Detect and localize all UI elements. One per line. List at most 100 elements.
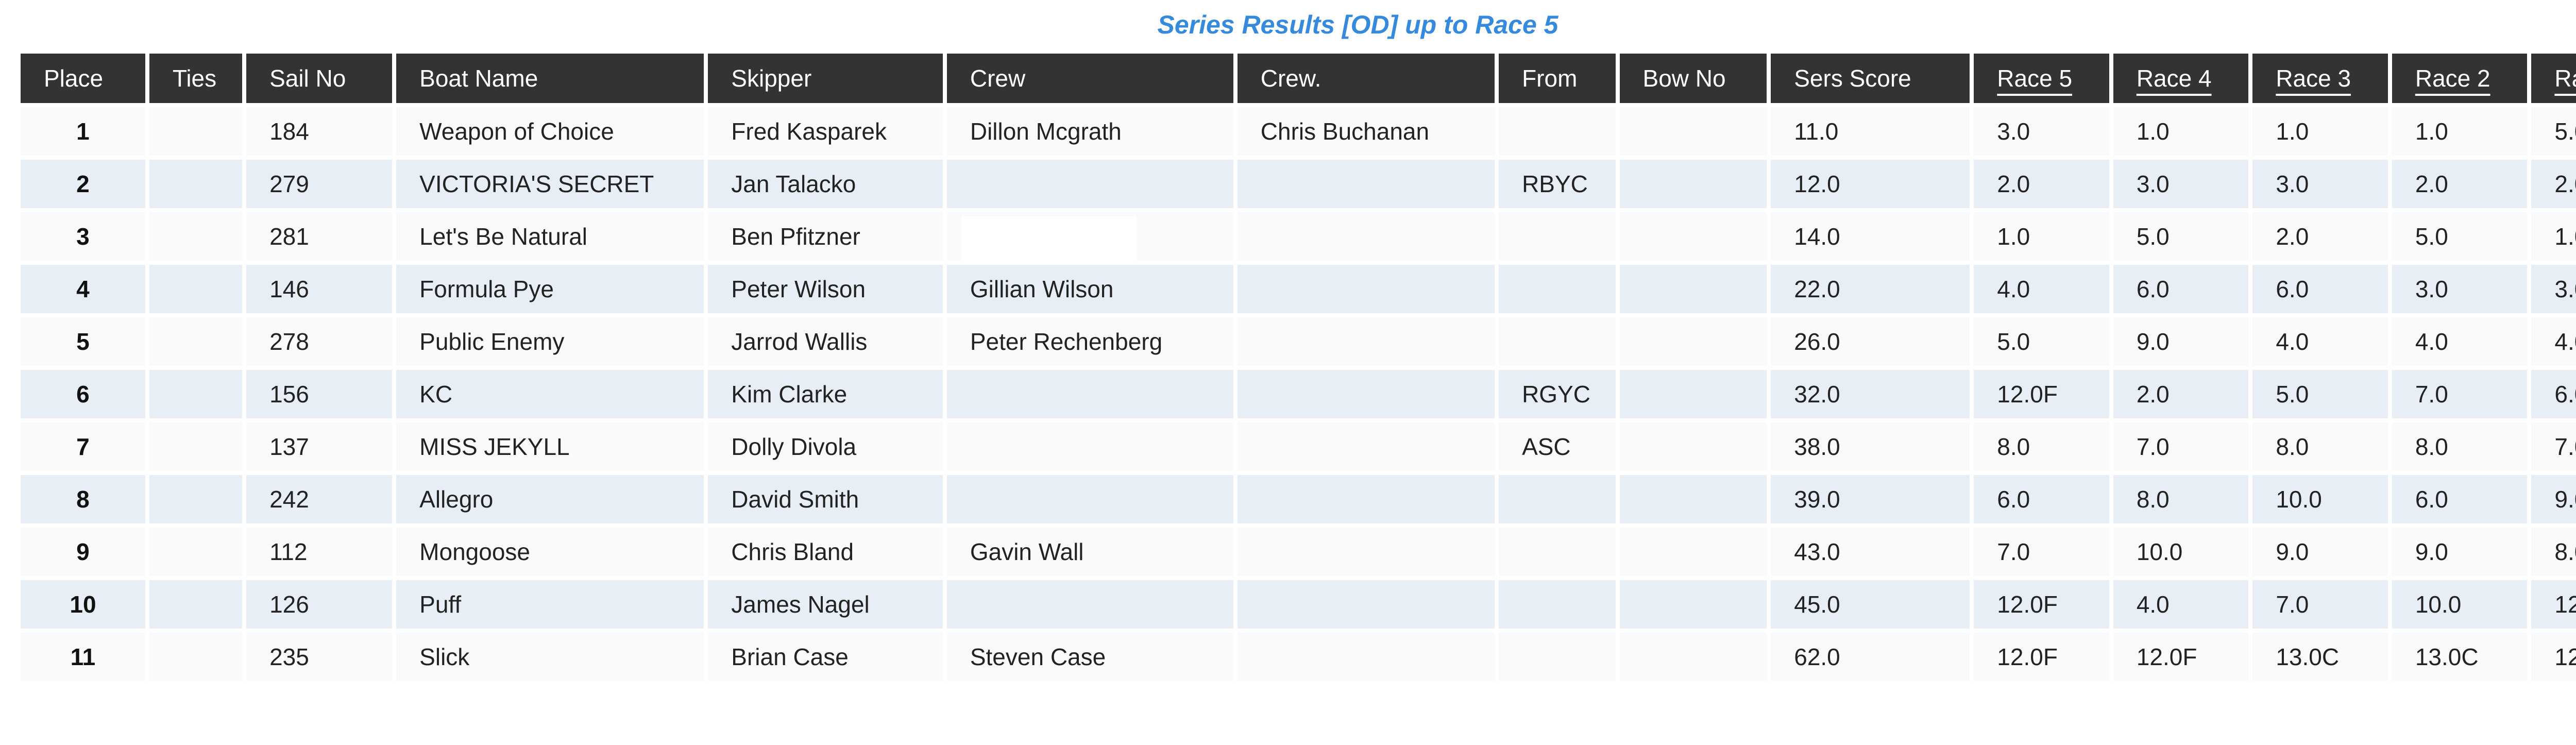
cell-race5: 12.0F — [1974, 370, 2109, 418]
column-header-sers_score: Sers Score — [1771, 54, 1970, 103]
column-header-place: Place — [21, 54, 145, 103]
cell-race5: 7.0 — [1974, 528, 2109, 576]
header-label-crew2: Crew. — [1260, 65, 1321, 92]
cell-boat_name: Mongoose — [396, 528, 704, 576]
cell-boat_name: KC — [396, 370, 704, 418]
cell-crew — [946, 580, 1233, 629]
cell-race2: 1.0 — [2392, 107, 2528, 156]
cell-race5: 2.0 — [1974, 160, 2109, 208]
race-link-race1[interactable]: Race 1 — [2554, 65, 2576, 92]
cell-race1: 8.0 — [2531, 528, 2576, 576]
cell-from: RGYC — [1499, 370, 1616, 418]
column-header-sail_no: Sail No — [246, 54, 393, 103]
cell-bow_no — [1619, 107, 1767, 156]
cell-race5: 5.0 — [1974, 317, 2109, 366]
cell-sail_no: 137 — [246, 422, 393, 471]
race-link-race5[interactable]: Race 5 — [1997, 65, 2073, 92]
cell-crew2 — [1237, 475, 1495, 523]
cell-race3: 7.0 — [2252, 580, 2388, 629]
cell-crew2 — [1237, 160, 1495, 208]
column-header-race1[interactable]: Race 1 — [2531, 54, 2576, 103]
cell-boat_name: Slick — [396, 633, 704, 681]
cell-race2: 3.0 — [2392, 265, 2528, 313]
cell-race1: 2.0 — [2531, 160, 2576, 208]
cell-ties — [149, 107, 243, 156]
cell-place: 8 — [21, 475, 145, 523]
race-link-race3[interactable]: Race 3 — [2276, 65, 2351, 92]
cell-race4: 3.0 — [2113, 160, 2249, 208]
cell-crew2 — [1237, 317, 1495, 366]
cell-race1: 12.0F — [2531, 633, 2576, 681]
cell-race3: 4.0 — [2252, 317, 2388, 366]
race-link-race4[interactable]: Race 4 — [2136, 65, 2212, 92]
table-row: 5 278 Public Enemy Jarrod Wallis Peter Reche… — [21, 317, 2576, 366]
cell-skipper: Chris Bland — [708, 528, 943, 576]
table-row: 10 126 Puff James Nagel 45.0 12.0F 4.0 7.0 10.0 1… — [21, 580, 2576, 629]
cell-crew — [946, 422, 1233, 471]
cell-race5: 1.0 — [1974, 212, 2109, 261]
cell-crew2 — [1237, 265, 1495, 313]
cell-from — [1499, 528, 1616, 576]
table-row: 1 184 Weapon of Choice Fred Kasparek Dillon … — [21, 107, 2576, 156]
cell-skipper: Brian Case — [708, 633, 943, 681]
cell-race3: 5.0 — [2252, 370, 2388, 418]
cell-race4: 10.0 — [2113, 528, 2249, 576]
cell-place: 7 — [21, 422, 145, 471]
cell-sers_score: 39.0 — [1771, 475, 1970, 523]
cell-crew2 — [1237, 422, 1495, 471]
cell-bow_no — [1619, 528, 1767, 576]
cell-race2: 5.0 — [2392, 212, 2528, 261]
cell-sail_no: 281 — [246, 212, 393, 261]
cell-ties — [149, 528, 243, 576]
column-header-race4[interactable]: Race 4 — [2113, 54, 2249, 103]
cell-race1: 9.0 — [2531, 475, 2576, 523]
cell-race1: 12.0F — [2531, 580, 2576, 629]
header-label-skipper: Skipper — [731, 65, 812, 92]
cell-race5: 12.0F — [1974, 580, 2109, 629]
cell-race5: 12.0F — [1974, 633, 2109, 681]
cell-ties — [149, 265, 243, 313]
cell-race2: 9.0 — [2392, 528, 2528, 576]
cell-sers_score: 12.0 — [1771, 160, 1970, 208]
cell-race4: 1.0 — [2113, 107, 2249, 156]
cell-place: 1 — [21, 107, 145, 156]
cell-bow_no — [1619, 212, 1767, 261]
column-header-crew2: Crew. — [1237, 54, 1495, 103]
cell-race5: 3.0 — [1974, 107, 2109, 156]
cell-sail_no: 184 — [246, 107, 393, 156]
cell-race4: 7.0 — [2113, 422, 2249, 471]
race-link-race2[interactable]: Race 2 — [2415, 65, 2490, 92]
column-header-race3[interactable]: Race 3 — [2252, 54, 2388, 103]
cell-crew — [946, 370, 1233, 418]
cell-skipper: Fred Kasparek — [708, 107, 943, 156]
table-row: 3 281 Let's Be Natural Ben Pfitzner 14.0 1.0 5… — [21, 212, 2576, 261]
header-label-crew: Crew — [970, 65, 1026, 92]
cell-sers_score: 62.0 — [1771, 633, 1970, 681]
table-row: 11 235 Slick Brian Case Steven Case 62.0 12.0F… — [21, 633, 2576, 681]
cell-race4: 8.0 — [2113, 475, 2249, 523]
header-label-sers_score: Sers Score — [1794, 65, 1911, 92]
header-label-bow_no: Bow No — [1642, 65, 1726, 92]
cell-boat_name: Formula Pye — [396, 265, 704, 313]
column-header-boat_name: Boat Name — [396, 54, 704, 103]
cell-crew2 — [1237, 212, 1495, 261]
cell-sail_no: 112 — [246, 528, 393, 576]
cell-race4: 6.0 — [2113, 265, 2249, 313]
column-header-race2[interactable]: Race 2 — [2392, 54, 2528, 103]
cell-race1: 5.0 — [2531, 107, 2576, 156]
cell-skipper: Dolly Divola — [708, 422, 943, 471]
cell-race3: 3.0 — [2252, 160, 2388, 208]
table-row: 4 146 Formula Pye Peter Wilson Gillian Wilso… — [21, 265, 2576, 313]
cell-from: ASC — [1499, 422, 1616, 471]
header-label-from: From — [1522, 65, 1578, 92]
column-header-race5[interactable]: Race 5 — [1974, 54, 2109, 103]
cell-race5: 6.0 — [1974, 475, 2109, 523]
cell-race3: 9.0 — [2252, 528, 2388, 576]
cell-crew — [946, 475, 1233, 523]
header-row: Place Ties Sail No Boat Name Skipper Crew Crew… — [21, 54, 2576, 103]
cell-place: 3 — [21, 212, 145, 261]
cell-from: RBYC — [1499, 160, 1616, 208]
cell-ties — [149, 212, 243, 261]
cell-crew: Gillian Wilson — [946, 265, 1233, 313]
cell-place: 6 — [21, 370, 145, 418]
